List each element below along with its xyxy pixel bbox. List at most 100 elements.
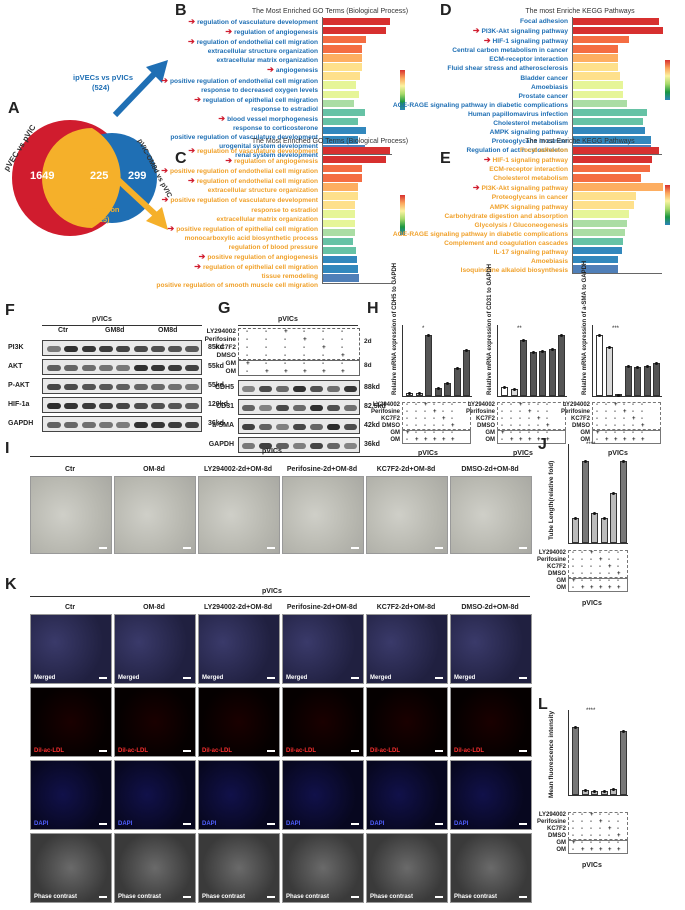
go_c-term-label: extracellular matrix organization: [216, 215, 318, 223]
kegg_d-bar: [573, 99, 627, 108]
red-arrow-icon: ➔: [194, 262, 201, 272]
mrna-h-table1-mark: -: [546, 402, 548, 408]
scale-bar: [267, 750, 275, 752]
go_c-term-label: monocarboxylic acid biosynthetic process: [184, 234, 318, 242]
wb-g-kd: 36kd: [364, 441, 380, 448]
wb-g-mark: +: [322, 344, 326, 351]
tube-j-ylabel: Tube Length(relative fold): [548, 460, 555, 540]
fluor-k-image: Dil-ac-LDL: [30, 687, 112, 757]
kegg_d-term-label: HIF-1 signaling pathway: [492, 38, 568, 46]
mrna-h-table2-mark: +: [614, 437, 618, 443]
fluor-l-table-row-label: DMSO: [548, 833, 566, 839]
fluor-l-table-mark: -: [617, 840, 619, 846]
wb-f-col-gm8d: GM8d: [105, 327, 125, 334]
fluor-l-table-mark: -: [599, 840, 601, 846]
mrna-h-table2-row-label: LY294002: [562, 402, 590, 408]
kegg_d-bar: [573, 35, 629, 44]
tube-j-dot: [602, 517, 606, 520]
tube-i-col-label: KC7F2-2d+OM-8d: [376, 466, 436, 473]
mrna-h-table2-row-label: OM: [580, 437, 590, 443]
kegg_d-term: Proteoglycans in cancer: [393, 137, 568, 146]
wb-g-mark: -: [341, 360, 344, 367]
wb-f-band: [185, 365, 200, 371]
tube-j-table-mark: -: [572, 550, 574, 556]
wb-f-band: [98, 403, 113, 409]
mrna-h-table2-mark: -: [596, 423, 598, 429]
wb-g-band: [327, 386, 340, 392]
fluor-k-image: Phase contrast: [450, 833, 532, 903]
go_b-bar: [323, 126, 367, 135]
scale-bar: [267, 896, 275, 898]
fluor-l-dot: [593, 790, 596, 794]
fluor-l-table-mark: -: [599, 826, 601, 832]
wb-g-mark: -: [265, 344, 268, 351]
tube-j-table-row-label: Perifosine: [536, 557, 566, 563]
wb-g-treat-label: DMSO: [216, 352, 237, 359]
mrna-h-dot: [417, 391, 421, 395]
mrna-h-table2-mark: -: [605, 409, 607, 415]
kegg_d-term-label: Prostate cancer: [518, 92, 568, 100]
kegg_d-term-label: Bladder cancer: [520, 74, 568, 82]
kegg_e-term: Glycolysis / Gluconeogenesis: [393, 221, 568, 230]
kegg_d-bar: [573, 17, 659, 26]
wb-g-band: [293, 443, 306, 449]
fluor-k-image: DAPI: [30, 760, 112, 830]
mrna-h-table0-mark: +: [442, 437, 446, 443]
wb-g-band: [276, 386, 289, 392]
tube-j-table-mark: -: [581, 550, 583, 556]
fluor-l-table-mark: -: [572, 819, 574, 825]
go_c-term: ➔ positive regulation of angiogenesis: [156, 252, 318, 262]
tube-j-table-mark: -: [572, 564, 574, 570]
wb-g-mark: -: [322, 328, 325, 335]
fluor-l-table-mark: -: [608, 819, 610, 825]
mrna-h-dot: [427, 334, 430, 338]
mrna-h-table2-mark: +: [641, 437, 645, 443]
kegg_e-bar: [573, 183, 663, 191]
fluor-k-image: Phase contrast: [198, 833, 280, 903]
red-arrow-icon: ➔: [188, 176, 195, 186]
go_c-bar: [323, 237, 354, 246]
mrna-h-table1-mark: -: [519, 416, 521, 422]
go_c-term: extracellular structure organization: [156, 186, 318, 195]
tube-j-dot: [593, 512, 596, 515]
wb-f-band: [47, 346, 61, 352]
go-b-colorbar: [400, 70, 405, 110]
mrna-h-dot: [531, 351, 535, 354]
kegg_d-term-label: AGE-RAGE signaling pathway in diabetic c…: [392, 101, 568, 109]
kegg-d-term-list: Focal adhesion ➔ PI3K-Akt signaling pathwa…: [393, 17, 568, 155]
go_c-term: tissue remodeling: [156, 272, 318, 281]
tube-j-table-mark: -: [599, 550, 601, 556]
wb-f-band: [81, 422, 96, 428]
mrna-h-table0-mark: -: [442, 409, 444, 415]
fluor-l-table-row-label: OM: [556, 847, 566, 853]
wb-g-mark: +: [303, 336, 307, 343]
fluor-l-dot: [583, 789, 587, 793]
wb-g-mark: -: [284, 344, 287, 351]
wb-g-dur-2d: 2d: [364, 338, 372, 345]
go_b-term-label: response to estradiol: [251, 105, 318, 113]
go_b-bar: [323, 90, 359, 99]
fluor-l-table-mark: +: [617, 833, 621, 839]
tube-j-table-row-label: KC7F2: [546, 564, 566, 570]
fluor-k-image: Dil-ac-LDL: [114, 687, 196, 757]
go_b-term-label: regulation of endothelial cell migration: [196, 39, 318, 47]
scale-bar: [435, 547, 443, 549]
go_c-term: positive regulation of smooth muscle cel…: [156, 281, 318, 290]
tube-j-table-mark: -: [581, 571, 583, 577]
fluor-k-image-label: DAPI: [202, 821, 217, 827]
wb-f-band: [150, 365, 165, 371]
tube-j-table-mark: +: [572, 578, 576, 584]
go_c-term: extracellular matrix organization: [156, 215, 318, 224]
tube-j-table-mark: -: [599, 578, 601, 584]
mrna-h-dot: [408, 392, 411, 396]
go_b-bar: [323, 17, 390, 26]
tube-j-table-mark: +: [599, 557, 603, 563]
fluor-l-table-mark: -: [590, 826, 592, 832]
wb-f-band: [185, 403, 200, 409]
scale-bar: [351, 677, 359, 679]
kegg_d-term: Human papillomavirus infection: [393, 110, 568, 119]
mrna-h-table2-mark: +: [623, 437, 627, 443]
go_b-bar: [323, 117, 358, 126]
fluor-k-image: Merged: [30, 614, 112, 684]
fluor-k-group-line: [30, 596, 530, 597]
